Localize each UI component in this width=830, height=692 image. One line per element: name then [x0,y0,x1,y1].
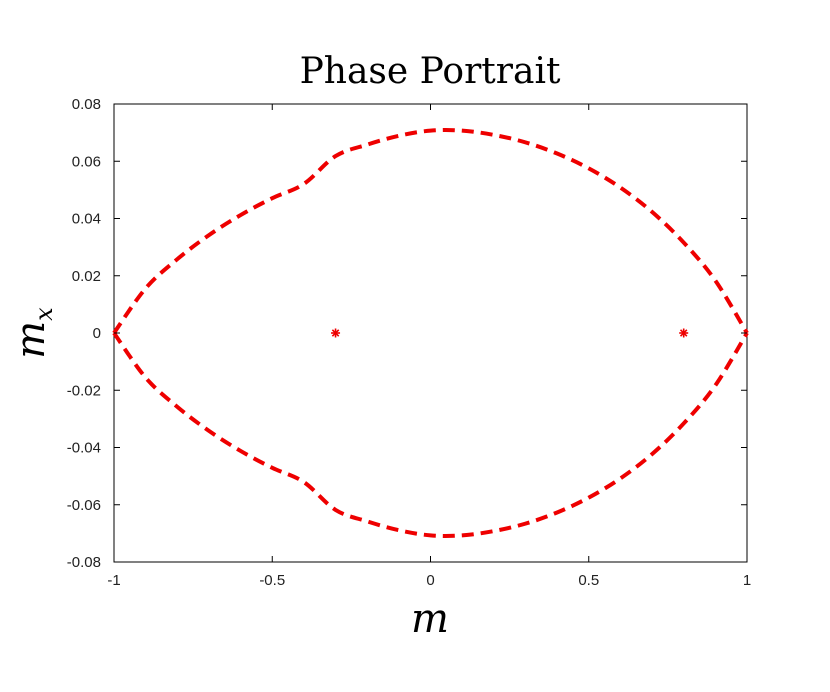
y-axis: 0.08 0.06 0.04 0.02 0 -0.02 -0.04 -0.06 -0.08 [67,96,747,571]
y-tick-label: 0.02 [72,268,101,285]
x-tick-label: -0.5 [259,572,285,589]
y-tick-label: -0.08 [67,554,101,571]
equilibrium-point-1 [679,328,689,338]
y-tick-label: 0.04 [72,211,101,228]
y-tick-label: 0.06 [72,153,101,170]
plot-frame [113,103,748,563]
plot-area [112,103,749,563]
y-tick-label: -0.06 [67,497,101,514]
y-tick-label: 0.08 [72,96,101,113]
series-line-0 [112,128,749,335]
x-tick-label: -1 [107,572,120,589]
y-axis-label: mx [8,307,58,359]
y-axis-label-group: mx [8,307,58,359]
y-tick-label: -0.02 [67,382,101,399]
y-tick-label: 0 [93,325,101,342]
y-axis-label-subscript: x [30,307,58,321]
x-tick-label: 1 [743,572,751,589]
y-tick-label: -0.04 [67,440,101,457]
y-axis-label-main: m [8,321,54,359]
x-tick-label: 0.5 [578,572,599,589]
chart-title: Phase Portrait [300,51,561,92]
series-line-1 [112,331,749,538]
equilibrium-point-0 [331,328,341,338]
x-axis-label: m [411,596,449,642]
x-tick-label: 0 [426,572,434,589]
x-axis: -1 -0.5 0 0.5 1 [107,104,751,589]
